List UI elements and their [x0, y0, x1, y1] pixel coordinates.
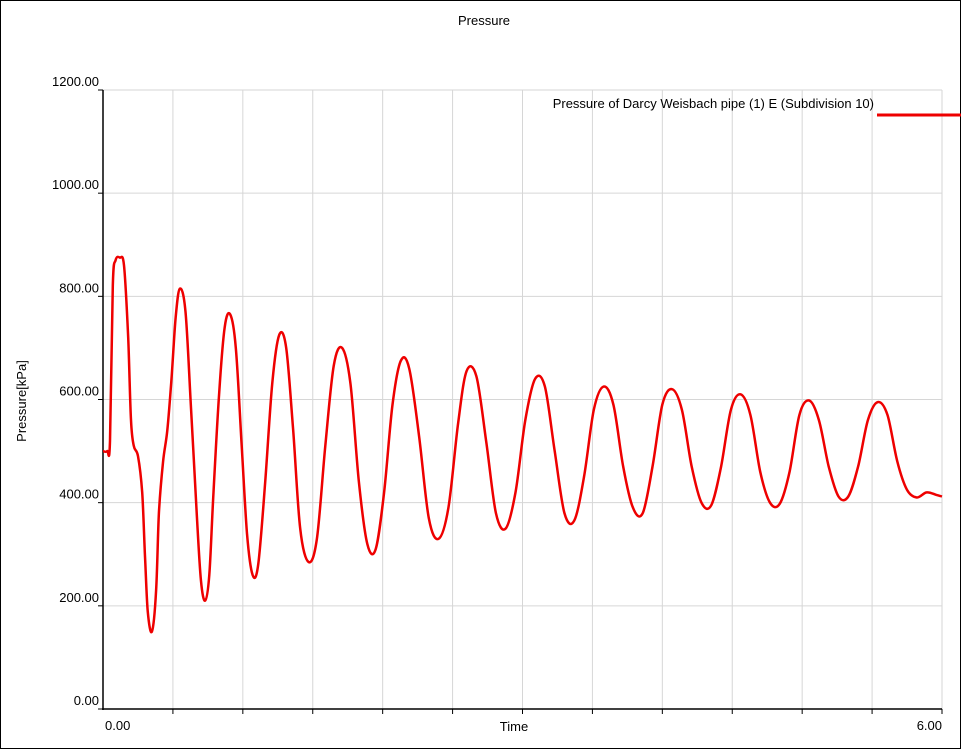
y-tick-label: 0.00 [74, 693, 99, 708]
y-tick-label: 600.00 [59, 384, 99, 399]
series-layer [102, 255, 943, 634]
y-tick-label: 800.00 [59, 280, 99, 295]
legend: Pressure of Darcy Weisbach pipe (1) E (S… [553, 96, 961, 117]
y-tick-label: 1200.00 [52, 74, 99, 89]
legend-label: Pressure of Darcy Weisbach pipe (1) E (S… [553, 96, 874, 111]
y-tick-labels: 0.00 200.00 400.00 600.00 800.00 1000.00 1200.… [52, 74, 99, 708]
y-tick-label: 200.00 [59, 590, 99, 605]
axes [98, 89, 943, 714]
y-axis-label: Pressure[kPa] [14, 360, 29, 442]
x-tick-label: 6.00 [917, 718, 942, 733]
series-line-0 [102, 255, 943, 634]
chart-title: Pressure [458, 13, 510, 28]
y-tick-label: 400.00 [59, 487, 99, 502]
x-tick-labels: 0.00 6.00 [105, 718, 942, 733]
x-tick-label: 0.00 [105, 718, 130, 733]
y-tick-label: 1000.00 [52, 177, 99, 192]
grid-lines [103, 89, 943, 709]
x-axis-label: Time [500, 719, 528, 734]
